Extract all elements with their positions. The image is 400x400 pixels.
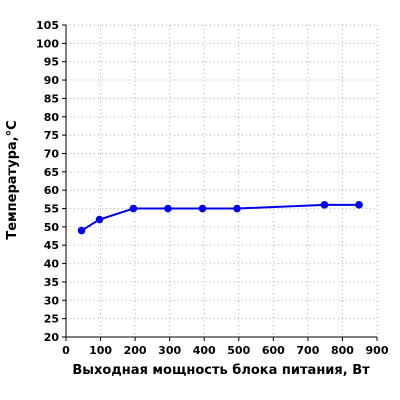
series	[77, 201, 363, 235]
x-tick-label: 600	[262, 344, 285, 357]
x-tick-label: 700	[296, 344, 319, 357]
y-tick-label: 35	[44, 276, 59, 289]
y-axis-title: Температура,°C	[5, 120, 20, 239]
y-tick-label: 90	[44, 74, 60, 87]
series-line	[81, 203, 360, 232]
x-tick-label: 200	[124, 344, 147, 357]
y-tick-label: 25	[44, 313, 59, 326]
x-tick-label: 800	[331, 344, 354, 357]
tick-labels: 0 100 200 300 400 500 600 700 800 900 20 25 30 35 40 45…	[36, 19, 389, 357]
y-tick-label: 80	[44, 111, 60, 124]
y-tick-label: 20	[44, 331, 60, 344]
x-tick-label: 400	[193, 344, 216, 357]
y-tick-label: 75	[44, 129, 59, 142]
y-tick-label: 30	[44, 294, 60, 307]
y-tick-label: 55	[44, 203, 59, 216]
data-point	[233, 204, 241, 213]
axes	[62, 24, 378, 341]
y-tick-label: 100	[36, 37, 59, 50]
y-tick-label: 50	[44, 221, 60, 234]
x-tick-label: 300	[158, 344, 181, 357]
data-point	[198, 204, 207, 213]
data-point	[164, 204, 172, 213]
data-point	[95, 215, 104, 224]
y-tick-label: 60	[44, 184, 60, 197]
data-point	[320, 201, 329, 209]
y-tick-label: 40	[44, 258, 60, 271]
y-tick-label: 95	[44, 56, 59, 69]
y-tick-label: 70	[44, 147, 60, 160]
x-tick-label: 0	[62, 344, 70, 357]
x-tick-label: 100	[89, 344, 112, 357]
y-tick-label: 45	[44, 239, 59, 252]
grid	[66, 24, 378, 337]
y-tick-label: 65	[44, 166, 59, 179]
y-tick-label: 105	[36, 19, 59, 32]
data-point	[129, 204, 138, 213]
y-tick-label: 85	[44, 92, 59, 105]
x-axis-title: Выходная мощность блока питания, Вт	[72, 363, 370, 378]
data-point	[355, 201, 363, 209]
x-tick-label: 900	[366, 344, 389, 357]
data-point	[77, 226, 86, 235]
x-tick-label: 500	[227, 344, 250, 357]
